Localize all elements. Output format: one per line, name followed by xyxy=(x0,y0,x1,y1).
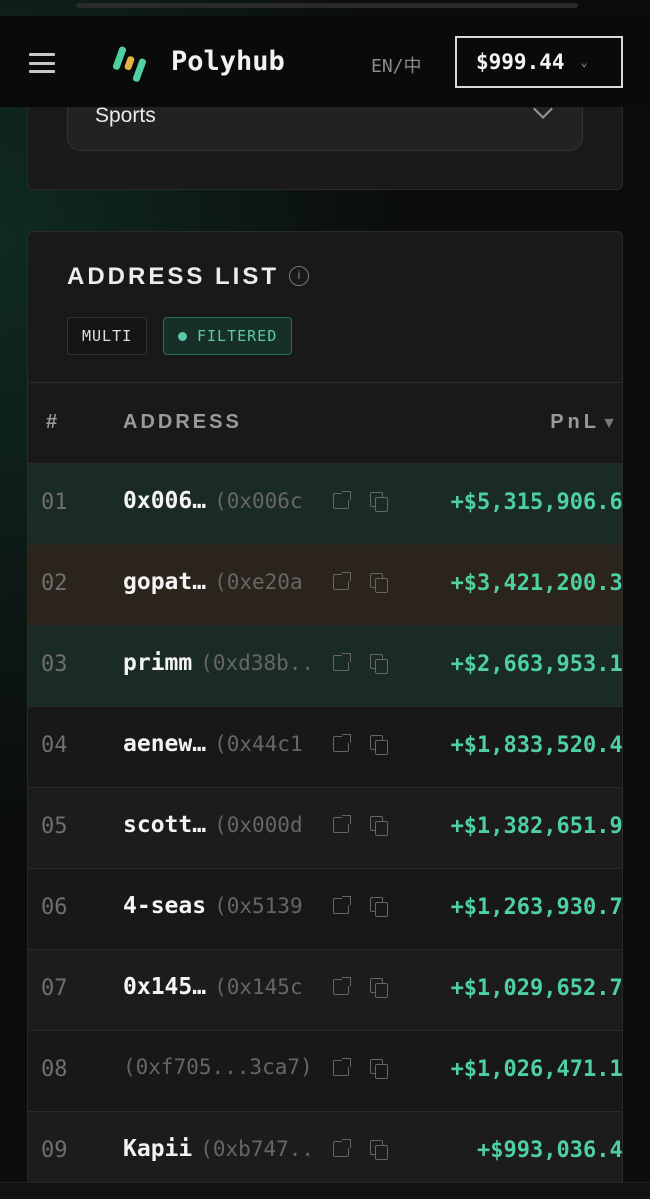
polyhub-logo xyxy=(112,46,147,82)
external-link-icon[interactable] xyxy=(333,896,351,914)
rank: 05 xyxy=(41,814,68,839)
trader-name[interactable]: scott… (0x000d xyxy=(123,812,303,838)
table-row[interactable]: 05 scott… (0x000d +$1,382,651.99 xyxy=(28,787,622,868)
pnl-value: +$3,421,200.38 xyxy=(450,571,623,596)
trader-name[interactable]: Kapii (0xb747.. xyxy=(123,1136,314,1162)
pnl-value: +$1,029,652.72 xyxy=(450,976,623,1001)
trader-label: aenew… xyxy=(123,731,207,757)
tag-multi[interactable]: MULTI xyxy=(67,317,148,355)
table-row[interactable]: 01 0x006… (0x006c +$5,315,906.67 xyxy=(28,463,622,544)
copy-icon[interactable] xyxy=(370,654,388,674)
trader-name[interactable]: 4-seas (0x5139 xyxy=(123,893,303,919)
section-title: ADDRESS LIST xyxy=(67,263,280,290)
copy-icon[interactable] xyxy=(370,735,388,755)
language-toggle[interactable]: EN/中 xyxy=(371,56,422,77)
trader-label: gopat… xyxy=(123,569,207,595)
trader-name[interactable]: primm (0xd38b.. xyxy=(123,650,314,676)
trader-name[interactable]: aenew… (0x44c1 xyxy=(123,731,303,757)
rank: 04 xyxy=(41,733,68,758)
scrollbar[interactable] xyxy=(76,3,578,8)
wallet-address: (0xb747.. xyxy=(200,1137,315,1161)
address-list-card: ADDRESS LIST i MULTI FILTERED # ADDRESS … xyxy=(27,231,623,1191)
bottom-bar xyxy=(0,1182,650,1199)
column-pnl[interactable]: PnL xyxy=(550,411,600,434)
table-body: 01 0x006… (0x006c +$5,315,906.67 02 gopat…… xyxy=(28,463,623,1190)
table-row[interactable]: 08 (0xf705...3ca7) +$1,026,471.14 xyxy=(28,1030,622,1111)
external-link-icon[interactable] xyxy=(333,1139,351,1157)
copy-icon[interactable] xyxy=(370,816,388,836)
tag-filtered[interactable]: FILTERED xyxy=(163,317,293,355)
external-link-icon[interactable] xyxy=(333,491,351,509)
status-dot-icon xyxy=(178,331,187,341)
table-row[interactable]: 06 4-seas (0x5139 +$1,263,930.75 xyxy=(28,868,622,949)
external-link-icon[interactable] xyxy=(333,734,351,752)
rank: 03 xyxy=(41,652,68,677)
pnl-value: +$1,382,651.99 xyxy=(450,814,623,839)
column-rank: # xyxy=(46,411,61,433)
table-row[interactable]: 07 0x145… (0x145c +$1,029,652.72 xyxy=(28,949,622,1030)
trader-label: 0x145… xyxy=(123,974,207,1000)
table-header: # ADDRESS PnL ▼ xyxy=(28,382,622,464)
category-value: Sports xyxy=(95,104,156,127)
tag-label: FILTERED xyxy=(197,327,278,345)
copy-icon[interactable] xyxy=(370,978,388,998)
external-link-icon[interactable] xyxy=(333,572,351,590)
trader-name[interactable]: (0xf705...3ca7) xyxy=(123,1055,313,1079)
external-link-icon[interactable] xyxy=(333,815,351,833)
wallet-address: (0xd38b.. xyxy=(200,651,315,675)
trader-label: Kapii xyxy=(123,1136,193,1162)
rank: 09 xyxy=(41,1138,68,1163)
wallet-address: (0xf705...3ca7) xyxy=(123,1055,313,1079)
balance-dropdown[interactable]: $999.44 ⌄ xyxy=(455,36,623,88)
trader-name[interactable]: gopat… (0xe20a xyxy=(123,569,303,595)
table-row[interactable]: 04 aenew… (0x44c1 +$1,833,520.46 xyxy=(28,706,622,787)
rank: 08 xyxy=(41,1057,68,1082)
wallet-address: (0x006c xyxy=(214,489,303,513)
copy-icon[interactable] xyxy=(370,1059,388,1079)
wallet-address: (0x145c xyxy=(214,975,303,999)
trader-label: primm xyxy=(123,650,193,676)
rank: 07 xyxy=(41,976,68,1001)
copy-icon[interactable] xyxy=(370,573,388,593)
trader-label: 4-seas xyxy=(123,893,207,919)
pnl-value: +$5,315,906.67 xyxy=(450,490,623,515)
wallet-address: (0xe20a xyxy=(214,570,303,594)
trader-label: scott… xyxy=(123,812,207,838)
chevron-down-icon: ⌄ xyxy=(580,55,588,69)
external-link-icon[interactable] xyxy=(333,653,351,671)
brand-name: Polyhub xyxy=(171,46,285,77)
hamburger-menu-icon[interactable] xyxy=(29,53,55,73)
table-row[interactable]: 03 primm (0xd38b.. +$2,663,953.18 xyxy=(28,625,622,706)
rank: 01 xyxy=(41,490,68,515)
pnl-value: +$993,036.42 xyxy=(477,1138,623,1163)
column-pnl-label: PnL xyxy=(550,411,600,433)
top-nav: Polyhub EN/中 $999.44 ⌄ xyxy=(0,16,650,107)
sort-desc-icon[interactable]: ▼ xyxy=(601,415,620,432)
pnl-value: +$1,263,930.75 xyxy=(450,895,623,920)
copy-icon[interactable] xyxy=(370,897,388,917)
trader-name[interactable]: 0x006… (0x006c xyxy=(123,488,303,514)
wallet-address: (0x5139 xyxy=(214,894,303,918)
column-address: ADDRESS xyxy=(123,411,242,433)
copy-icon[interactable] xyxy=(370,1140,388,1160)
table-row[interactable]: 09 Kapii (0xb747.. +$993,036.42 xyxy=(28,1111,623,1190)
pnl-value: +$1,833,520.46 xyxy=(450,733,623,758)
tag-label: MULTI xyxy=(82,327,133,345)
trader-name[interactable]: 0x145… (0x145c xyxy=(123,974,303,1000)
external-link-icon[interactable] xyxy=(333,1058,351,1076)
pnl-value: +$1,026,471.14 xyxy=(450,1057,623,1082)
wallet-address: (0x000d xyxy=(214,813,303,837)
pnl-value: +$2,663,953.18 xyxy=(450,652,623,677)
info-icon[interactable]: i xyxy=(289,266,309,286)
balance-value: $999.44 xyxy=(476,50,565,74)
trader-label: 0x006… xyxy=(123,488,207,514)
wallet-address: (0x44c1 xyxy=(214,732,303,756)
table-row[interactable]: 02 gopat… (0xe20a +$3,421,200.38 xyxy=(28,544,622,625)
rank: 06 xyxy=(41,895,68,920)
external-link-icon[interactable] xyxy=(333,977,351,995)
rank: 02 xyxy=(41,571,68,596)
copy-icon[interactable] xyxy=(370,492,388,512)
